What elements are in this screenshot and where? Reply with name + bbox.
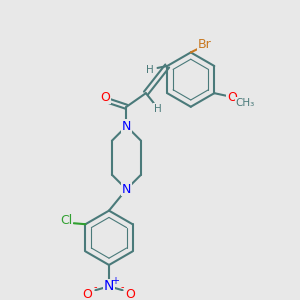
- Text: H: H: [154, 104, 161, 114]
- Text: H: H: [146, 65, 154, 75]
- Text: O: O: [100, 91, 110, 103]
- Text: N: N: [122, 120, 131, 133]
- Text: O: O: [227, 91, 237, 103]
- Text: N: N: [104, 279, 114, 293]
- Text: CH₃: CH₃: [236, 98, 255, 108]
- Text: O: O: [125, 288, 135, 300]
- Text: -: -: [94, 282, 97, 292]
- Text: -: -: [121, 282, 124, 292]
- Text: N: N: [122, 183, 131, 196]
- Text: +: +: [111, 277, 119, 286]
- Text: Br: Br: [197, 38, 211, 51]
- Text: Cl: Cl: [60, 214, 72, 227]
- Text: O: O: [83, 288, 93, 300]
